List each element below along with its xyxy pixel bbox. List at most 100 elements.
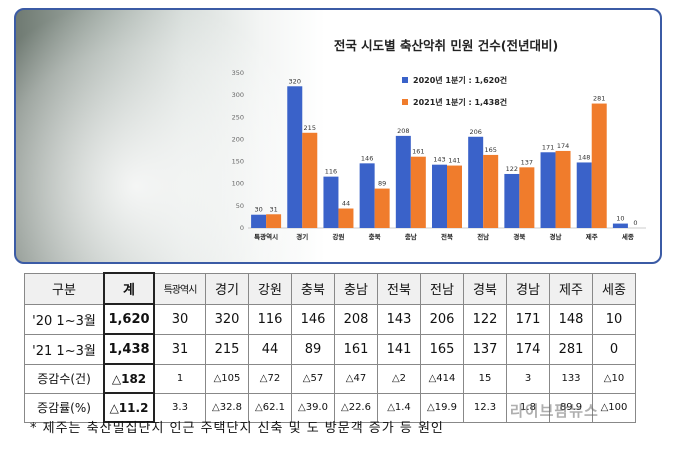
table-cell: △72: [248, 363, 292, 394]
table-cell: 281: [549, 333, 593, 365]
watermark-logo: 라이브팜뉴스: [510, 402, 599, 420]
bar-2020: [287, 86, 303, 229]
header-cell: 특광역시: [153, 272, 206, 305]
table-row: 증감률(%) △11.2 3.3 △32.8 △62.1 △39.0 △22.6…: [24, 392, 636, 423]
table-cell: 215: [205, 333, 249, 365]
header-cell: 강원: [248, 272, 292, 305]
table-cell: 증감률(%): [24, 392, 105, 423]
category-label: 특광역시: [254, 232, 278, 241]
bars: [251, 86, 628, 229]
bar-2021: [266, 214, 282, 228]
bar-2021: [374, 188, 390, 228]
value-labels: 30 31 320 215 116 44 146 89 208 161 143 141 206 165 12…: [254, 77, 637, 227]
table-cell-total: 1,620: [103, 303, 155, 335]
y-tick-label: 350: [232, 69, 244, 77]
table-row: '20 1~3월 1,620 30 320 116 146 208 143 20…: [24, 303, 636, 335]
bar-2020: [612, 223, 628, 228]
table-cell: 171: [506, 303, 550, 335]
table-cell: △62.1: [248, 392, 292, 423]
chart-panel: 전국 시도별 축산악취 민원 건수(전년대비) 0 50 100 150 200 250 3…: [14, 8, 662, 264]
header-cell: 충남: [334, 272, 378, 305]
category-label: 전북: [441, 232, 453, 241]
bar-value-label: 148: [578, 153, 590, 161]
y-tick-label: 300: [232, 91, 244, 99]
table-cell: 165: [420, 333, 464, 365]
table-cell: 3: [506, 363, 550, 394]
table-cell: 44: [248, 333, 292, 365]
category-label: 강원: [332, 232, 344, 241]
chart-title: 전국 시도별 축산악취 민원 건수(전년대비): [334, 38, 558, 53]
table-cell: 141: [377, 333, 421, 365]
y-tick-label: 200: [232, 135, 244, 143]
table-cell: 133: [549, 363, 593, 394]
table-cell: '21 1~3월: [24, 333, 105, 365]
bar-value-label: 30: [254, 206, 262, 214]
bar-2021: [555, 150, 571, 228]
table-cell: △32.8: [205, 392, 249, 423]
table-cell: 206: [420, 303, 464, 335]
bar-2020: [359, 163, 375, 228]
bar-chart: 전국 시도별 축산악취 민원 건수(전년대비) 0501001502002503…: [232, 38, 646, 241]
table-cell: 0: [592, 333, 636, 365]
table-row: '21 1~3월 1,438 31 215 44 89 161 141 165 …: [24, 333, 636, 365]
bar-value-label: 143: [433, 156, 445, 164]
y-tick-label: 50: [236, 202, 244, 210]
footnote: * 제주는 축산밀집단지 인근 주택단지 신축 및 도 방문객 증가 등 원인: [30, 421, 444, 436]
y-tick-label: 150: [232, 158, 244, 166]
table-cell: '20 1~3월: [24, 303, 105, 335]
bar-2021: [410, 156, 426, 228]
category-label: 충북: [369, 232, 381, 241]
table-cell: 174: [506, 333, 550, 365]
category-label: 제주: [586, 232, 598, 241]
table-cell: 31: [153, 333, 206, 365]
bar-value-label: 208: [397, 127, 409, 135]
category-label: 충남: [405, 232, 417, 241]
bar-value-label: 89: [378, 180, 386, 188]
bar-value-label: 44: [342, 200, 350, 208]
bar-2020: [540, 152, 556, 228]
legend-entry: 2021년 1분기 : 1,438건: [413, 97, 507, 107]
table-cell: 89.9: [549, 392, 593, 423]
bar-value-label: 281: [593, 95, 605, 103]
bar-value-label: 0: [633, 219, 637, 227]
table-cell: 30: [153, 303, 206, 335]
legend: 2020년 1분기 : 1,620건 2021년 1분기 : 1,438건: [402, 75, 507, 107]
table-cell: 148: [549, 303, 593, 335]
table-cell: 1: [153, 363, 206, 394]
table-cell: 320: [205, 303, 249, 335]
bar-2021: [483, 154, 499, 228]
bar-value-label: 320: [289, 77, 301, 85]
bar-2021: [447, 165, 462, 228]
bar-value-label: 10: [616, 215, 624, 223]
category-labels: 특광역시 경기 강원 충북 충남 전북 전남 경북 경남 제주 세종: [254, 232, 634, 241]
table-cell: 208: [334, 303, 378, 335]
bar-2020: [323, 176, 339, 228]
category-label: 전남: [477, 232, 489, 241]
table-row: 증감수(건) △182 1 △105 △72 △57 △47 △2 △414 1…: [24, 363, 636, 394]
header-cell-total: 계: [103, 272, 155, 305]
category-label: 세종: [622, 232, 634, 241]
table-cell: 116: [248, 303, 292, 335]
table-cell: △100: [592, 392, 636, 423]
category-label: 경남: [550, 232, 562, 241]
bar-value-label: 122: [506, 165, 518, 173]
bar-2020: [251, 214, 267, 228]
legend-swatch: [402, 77, 408, 83]
header-cell: 전북: [377, 272, 421, 305]
bar-value-label: 31: [269, 205, 277, 213]
header-cell: 경기: [205, 272, 249, 305]
bar-2020: [576, 162, 592, 228]
table-header-row: 구분 계 특광역시 경기 강원 충북 충남 전북 전남 경북 경남 제주 세종: [24, 272, 636, 305]
table-cell-total: 1,438: [103, 333, 155, 365]
bar-2020: [432, 164, 447, 228]
header-cell: 세종: [592, 272, 636, 305]
header-cell: 경남: [506, 272, 550, 305]
category-label: 경기: [296, 232, 308, 241]
table-cell: △10: [592, 363, 636, 394]
table-cell: △105: [205, 363, 249, 394]
legend-entry: 2020년 1분기 : 1,620건: [413, 75, 507, 85]
table-cell: △2: [377, 363, 421, 394]
table-cell: 12.3: [463, 392, 507, 423]
bar-value-label: 215: [304, 124, 316, 132]
table-cell-total: △11.2: [103, 392, 155, 423]
